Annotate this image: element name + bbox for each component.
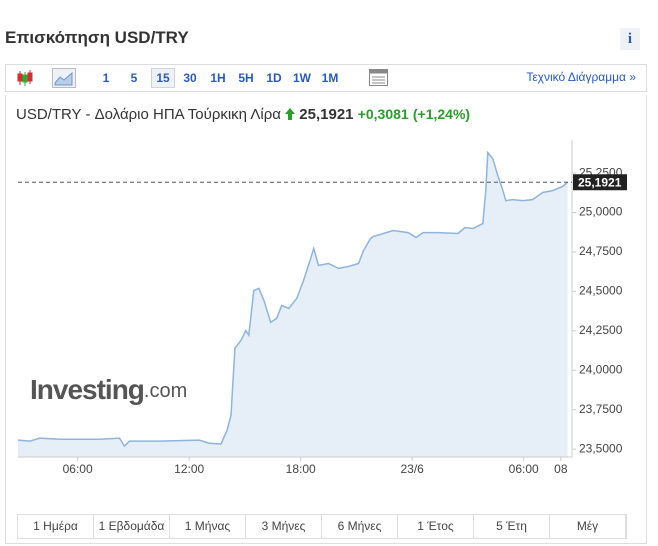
page-title: Επισκόπηση USD/TRY (5, 28, 189, 47)
info-button[interactable]: i (620, 28, 640, 50)
interval-button[interactable]: 1H (210, 71, 226, 85)
change-percent: (+1,24%) (412, 106, 471, 122)
y-tick-label: 25,0000 (579, 205, 623, 219)
toolbar: 1 5 15 30 1H 5H 1D 1W 1M Τεχνικό Διάγραμμα » (5, 64, 647, 92)
x-tick-label: 08 (554, 462, 568, 476)
period-button[interactable]: 3 Μήνες (246, 515, 322, 538)
interval-button[interactable]: 1 (102, 71, 110, 85)
area-fill (18, 152, 568, 457)
last-price-label: 25,1921 (578, 175, 622, 189)
period-button[interactable]: 1 Ημέρα (18, 515, 94, 538)
interval-button[interactable]: 30 (183, 71, 197, 85)
price: 25,1921 (299, 106, 354, 123)
y-tick-label: 23,5000 (579, 441, 623, 455)
interval-button[interactable]: 5 (130, 71, 138, 85)
watermark-suffix: .com (144, 380, 187, 402)
change: +0,3081 (357, 106, 409, 122)
interval-button[interactable]: 1M (321, 71, 339, 85)
interval-button[interactable]: 1W (293, 71, 311, 85)
area-icon[interactable] (52, 68, 76, 88)
period-button[interactable]: 1 Εβδομάδα (94, 515, 170, 538)
quote-line: USD/TRY - Δολάριο ΗΠΑ Τούρκικη Λίρα 25,1… (16, 106, 470, 123)
chart-panel (5, 95, 647, 544)
period-tabs: 1 Ημέρα 1 Εβδομάδα 1 Μήνας 3 Μήνες 6 Μήνες 1 … (17, 514, 627, 539)
watermark: Investing.com (30, 374, 187, 405)
period-button[interactable]: 1 Έτος (398, 515, 474, 538)
chart: Investing.com 06:00 12:00 18:00 23/6 06:00 08 2… (17, 140, 627, 476)
x-tick-label: 06:00 (509, 462, 539, 476)
last-price-box (573, 174, 627, 191)
watermark-brand: Investing (30, 374, 144, 405)
interval-button[interactable]: 5H (238, 71, 254, 85)
period-button[interactable]: 1 Μήνας (170, 515, 246, 538)
instrument-name: USD/TRY - Δολάριο ΗΠΑ Τούρκικη Λίρα (16, 106, 281, 123)
y-tick-label: 24,5000 (579, 284, 623, 298)
y-tick-label: 24,7500 (579, 244, 623, 258)
interval-button[interactable]: 1D (266, 71, 282, 85)
technical-chart-link[interactable]: Τεχνικό Διάγραμμα » (526, 70, 636, 84)
y-tick-label: 24,2500 (579, 323, 623, 337)
x-tick-label: 12:00 (174, 462, 204, 476)
y-tick-label: 24,0000 (579, 362, 623, 376)
up-arrow (285, 108, 296, 120)
y-tick-label: 23,7500 (579, 402, 623, 416)
x-tick-label: 06:00 (63, 462, 93, 476)
period-button[interactable]: 5 Έτη (474, 515, 550, 538)
interval-button[interactable]: 15 (151, 68, 175, 88)
candle-icon[interactable] (16, 69, 36, 87)
period-button[interactable]: Μέγ (550, 515, 626, 538)
x-tick-label: 18:00 (286, 462, 316, 476)
price-line (17, 150, 568, 448)
period-button[interactable]: 6 Μήνες (322, 515, 398, 538)
x-tick-label: 23/6 (400, 462, 424, 476)
table-icon[interactable] (368, 68, 390, 88)
